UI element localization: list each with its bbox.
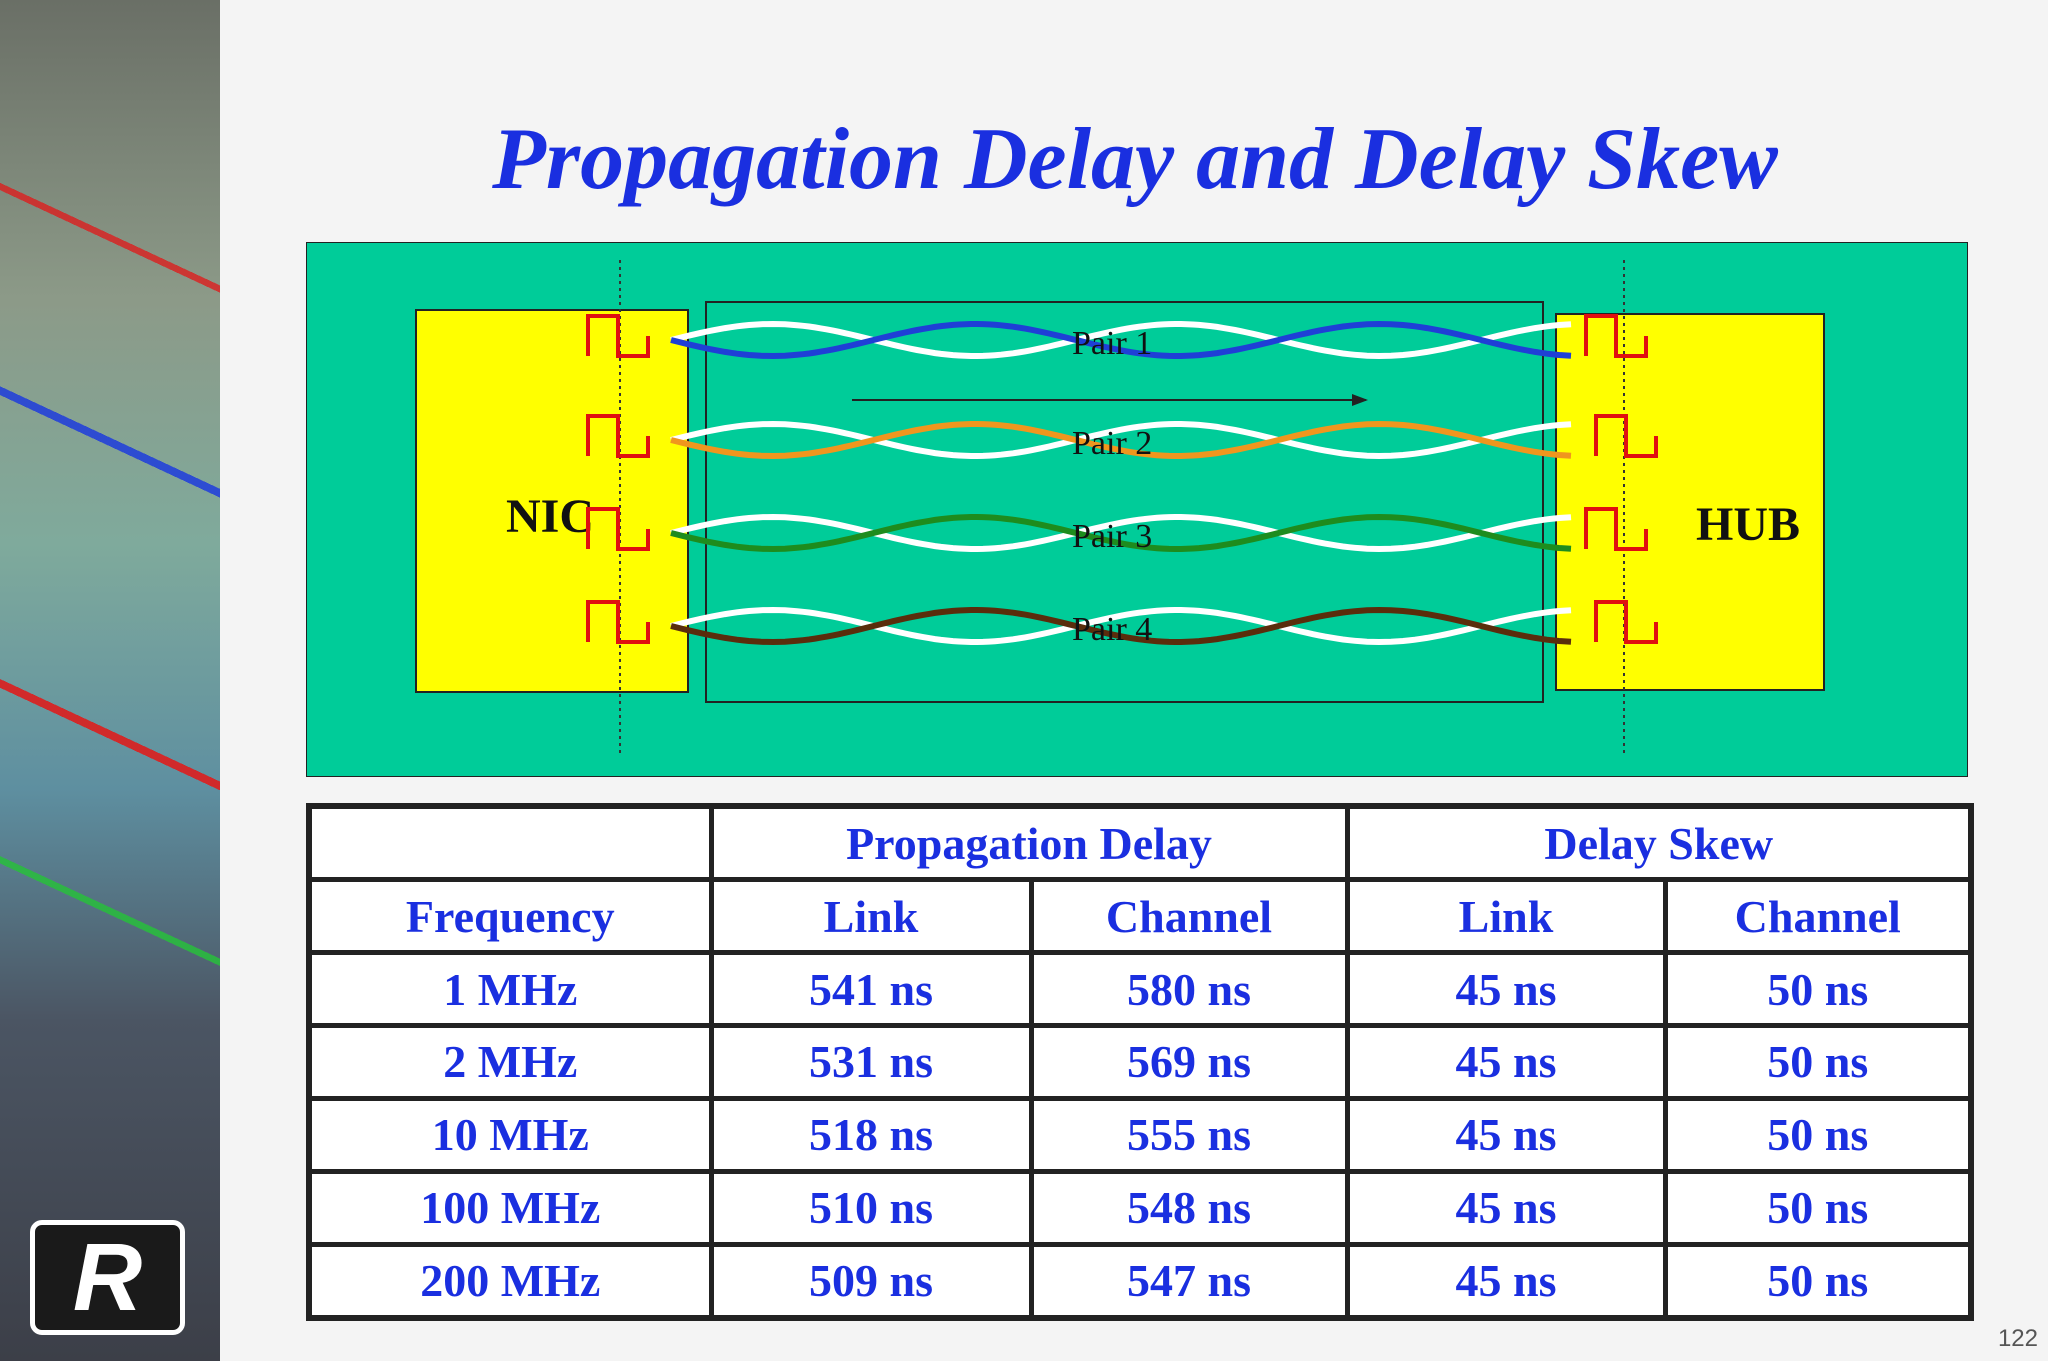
cell-skew-link: 45 ns	[1344, 1022, 1668, 1101]
cell-prop-channel: 555 ns	[1028, 1095, 1350, 1174]
white-wire	[670, 320, 1572, 360]
white-wire	[670, 420, 1572, 460]
page-title: Propagation Delay and Delay Skew	[492, 111, 1778, 208]
colored-wire	[670, 606, 1572, 646]
pair-label: Pair 1	[1072, 325, 1152, 362]
cell-frequency: 10 MHz	[306, 1095, 714, 1174]
signal-right	[1594, 414, 1658, 458]
white-wire	[670, 513, 1572, 553]
cable-diagram: NIC HUB Pair 1 Pair 2 Pair 3 Pair 4	[306, 242, 1968, 777]
nic-box	[415, 309, 689, 693]
cell-prop-link: 531 ns	[708, 1022, 1034, 1101]
colored-wire	[670, 513, 1572, 553]
cell-prop-channel: 548 ns	[1028, 1168, 1350, 1247]
cell-prop-channel: 547 ns	[1028, 1241, 1350, 1321]
cell-skew-channel: 50 ns	[1662, 1241, 1974, 1321]
cell-prop-channel: 580 ns	[1028, 950, 1350, 1028]
group-header-skew: Delay Skew	[1344, 803, 1974, 883]
table-row: 200 MHz 509 ns 547 ns 45 ns 50 ns	[306, 1241, 1974, 1321]
cell-prop-link: 510 ns	[708, 1168, 1034, 1247]
empty-header-cell	[306, 803, 714, 883]
cell-skew-channel: 50 ns	[1662, 1168, 1974, 1247]
col-header-skew-channel: Channel	[1662, 877, 1974, 956]
signal-right	[1594, 600, 1658, 644]
cell-frequency: 1 MHz	[306, 950, 714, 1028]
col-header-frequency: Frequency	[306, 877, 714, 956]
cell-frequency: 2 MHz	[306, 1022, 714, 1101]
table-row: 1 MHz 541 ns 580 ns 45 ns 50 ns	[306, 950, 1974, 1028]
direction-arrow-head	[1352, 394, 1368, 406]
white-wire	[670, 606, 1572, 646]
cell-skew-link: 45 ns	[1344, 1241, 1668, 1321]
column-header-row: Frequency Link Channel Link Channel	[306, 877, 1974, 956]
col-header-prop-link: Link	[708, 877, 1034, 956]
hub-box	[1555, 313, 1825, 691]
cell-skew-link: 45 ns	[1344, 1095, 1668, 1174]
signal-left	[586, 507, 650, 551]
nic-label: NIC	[506, 490, 594, 543]
colored-wire	[670, 320, 1572, 360]
signal-left	[586, 314, 650, 358]
colored-wire	[670, 420, 1572, 460]
cell-prop-channel: 569 ns	[1028, 1022, 1350, 1101]
signal-left	[586, 600, 650, 644]
group-header-row: Propagation Delay Delay Skew	[306, 803, 1974, 883]
pair-label: Pair 4	[1072, 611, 1152, 648]
group-header-propagation: Propagation Delay	[708, 803, 1350, 883]
wire-pairs: Pair 1 Pair 2 Pair 3 Pair 4	[586, 314, 1658, 648]
cell-skew-channel: 50 ns	[1662, 1022, 1974, 1101]
table-row: 10 MHz 518 ns 555 ns 45 ns 50 ns	[306, 1095, 1974, 1174]
pair-label: Pair 2	[1072, 425, 1152, 462]
cell-skew-link: 45 ns	[1344, 950, 1668, 1028]
cell-prop-link: 541 ns	[708, 950, 1034, 1028]
signal-right	[1584, 314, 1648, 358]
signal-right	[1584, 507, 1648, 551]
table-row: 100 MHz 510 ns 548 ns 45 ns 50 ns	[306, 1168, 1974, 1247]
logo: R	[30, 1220, 185, 1335]
col-header-skew-link: Link	[1344, 877, 1668, 956]
table-row: 2 MHz 531 ns 569 ns 45 ns 50 ns	[306, 1022, 1974, 1101]
page-number: 122	[1997, 1325, 2038, 1352]
col-header-prop-channel: Channel	[1028, 877, 1350, 956]
sidebar-decoration	[0, 0, 220, 1361]
cell-frequency: 200 MHz	[306, 1241, 714, 1321]
signal-left	[586, 414, 650, 458]
cell-frequency: 100 MHz	[306, 1168, 714, 1247]
sidebar-image: R	[0, 0, 220, 1361]
pair-label: Pair 3	[1072, 518, 1152, 555]
delay-table: Propagation Delay Delay Skew Frequency L…	[306, 803, 1975, 1321]
cell-skew-channel: 50 ns	[1662, 1095, 1974, 1174]
cell-prop-link: 509 ns	[708, 1241, 1034, 1321]
cell-skew-channel: 50 ns	[1662, 950, 1974, 1028]
cell-skew-link: 45 ns	[1344, 1168, 1668, 1247]
cable-box	[705, 301, 1544, 703]
hub-label: HUB	[1696, 498, 1800, 551]
cell-prop-link: 518 ns	[708, 1095, 1034, 1174]
